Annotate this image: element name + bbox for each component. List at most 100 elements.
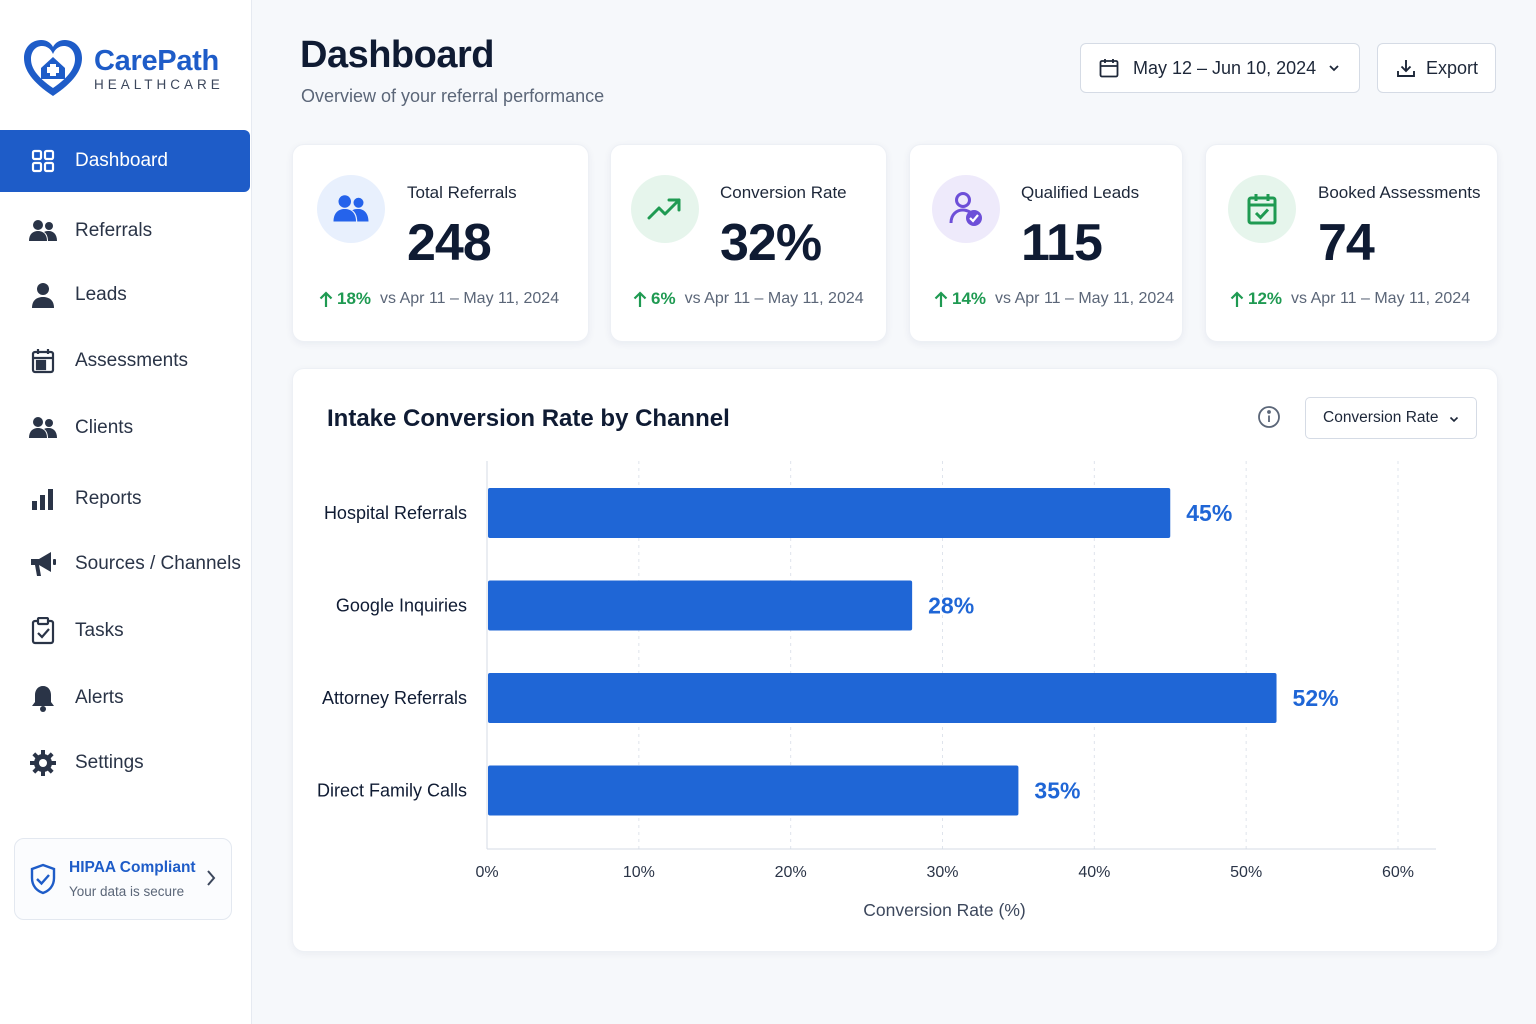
hipaa-title: HIPAA Compliant	[69, 859, 196, 876]
category-label: Hospital Referrals	[324, 503, 467, 523]
metric-select-value: Conversion Rate	[1323, 409, 1439, 426]
stat-value: 74	[1318, 214, 1375, 272]
user-icon	[29, 281, 57, 309]
grid-icon	[29, 147, 57, 175]
calendar-icon	[29, 347, 57, 375]
stat-delta: 14%	[952, 289, 987, 308]
data-label: 52%	[1293, 685, 1339, 711]
chart-title: Intake Conversion Rate by Channel	[327, 405, 730, 432]
stat-label: Booked Assessments	[1318, 183, 1481, 202]
sidebar-item-label: Assessments	[75, 350, 188, 371]
export-button[interactable]: Export	[1377, 43, 1496, 93]
stat-icon-circle	[631, 175, 699, 243]
brand-logo[interactable]: CarePath HEALTHCARE	[22, 38, 224, 100]
sidebar-item-label: Sources / Channels	[75, 553, 241, 574]
sidebar-item-label: Leads	[75, 284, 127, 305]
sidebar-item-tasks[interactable]: Tasks	[0, 600, 250, 662]
sidebar-item-label: Dashboard	[75, 150, 168, 171]
stat-card-conversion-rate: Conversion Rate 32% 6% vs Apr 11 – May 1…	[610, 144, 887, 342]
megaphone-icon	[29, 550, 57, 578]
sidebar-item-label: Alerts	[75, 687, 124, 708]
bar	[488, 765, 1019, 816]
users-icon	[333, 195, 369, 222]
data-label: 35%	[1034, 778, 1080, 804]
sidebar-item-label: Referrals	[75, 220, 153, 241]
bar	[488, 488, 1171, 538]
users-icon	[29, 414, 57, 442]
arrow-up-icon	[934, 290, 948, 307]
sidebar-item-settings[interactable]: Settings	[0, 732, 250, 794]
stat-value: 248	[407, 214, 492, 272]
date-range-picker[interactable]: May 12 – Jun 10, 2024	[1080, 43, 1360, 93]
sidebar-item-clients[interactable]: Clients	[0, 397, 250, 459]
x-axis-title: Conversion Rate (%)	[863, 900, 1025, 920]
user-check-icon	[949, 192, 982, 226]
stat-label: Qualified Leads	[1021, 183, 1140, 202]
sidebar-item-alerts[interactable]: Alerts	[0, 667, 250, 729]
stat-card-qualified-leads: Qualified Leads 115 14% vs Apr 11 – May …	[909, 144, 1183, 342]
bar	[488, 580, 913, 631]
users-icon	[29, 217, 57, 245]
sidebar-item-label: Clients	[75, 417, 134, 438]
trend-up-icon	[647, 198, 681, 220]
date-range-label: May 12 – Jun 10, 2024	[1133, 57, 1317, 78]
gear-icon	[29, 749, 57, 777]
info-icon[interactable]	[1257, 405, 1281, 429]
brand-name: CarePath	[94, 45, 219, 77]
x-tick-label: 50%	[1230, 864, 1262, 881]
shield-check-icon	[30, 863, 56, 895]
data-label: 45%	[1186, 500, 1232, 526]
arrow-up-icon	[633, 290, 647, 307]
stat-compare: vs Apr 11 – May 11, 2024	[1291, 290, 1471, 307]
sidebar-item-label: Tasks	[75, 620, 124, 641]
x-tick-label: 30%	[926, 864, 958, 881]
stat-icon-circle	[317, 175, 385, 243]
x-tick-label: 40%	[1078, 864, 1110, 881]
stat-value: 32%	[720, 214, 822, 272]
calendar-icon	[1099, 59, 1119, 78]
page-subtitle: Overview of your referral performance	[301, 86, 605, 106]
stat-delta: 18%	[337, 289, 372, 308]
stat-card-booked-assessments: Booked Assessments 74 12% vs Apr 11 – Ma…	[1205, 144, 1498, 342]
category-label: Google Inquiries	[336, 596, 467, 616]
category-label: Direct Family Calls	[317, 781, 467, 801]
sidebar-item-reports[interactable]: Reports	[0, 468, 250, 530]
stat-compare: vs Apr 11 – May 11, 2024	[380, 290, 560, 307]
stat-label: Total Referrals	[407, 183, 517, 202]
bar	[488, 673, 1277, 723]
hipaa-subtitle: Your data is secure	[69, 884, 185, 899]
sidebar-item-assessments[interactable]: Assessments	[0, 330, 250, 392]
stat-card-total-referrals: Total Referrals 248 18% vs Apr 11 – May …	[292, 144, 589, 342]
metric-select[interactable]: Conversion Rate	[1305, 397, 1477, 439]
download-icon	[1397, 60, 1415, 77]
calendar-check-icon	[1247, 194, 1277, 225]
stat-label: Conversion Rate	[720, 183, 847, 202]
stat-value: 115	[1021, 214, 1103, 272]
page-title: Dashboard	[300, 34, 494, 76]
brand-subtitle: HEALTHCARE	[94, 77, 224, 92]
sidebar-item-referrals[interactable]: Referrals	[0, 200, 250, 262]
export-label: Export	[1426, 57, 1479, 78]
sidebar-item-dashboard[interactable]: Dashboard	[0, 130, 250, 192]
data-label: 28%	[928, 593, 974, 619]
sidebar-item-sources-channels[interactable]: Sources / Channels	[0, 533, 250, 595]
bar-chart-icon	[29, 485, 57, 513]
sidebar: CarePath HEALTHCARE Dashboard Referrals …	[0, 0, 252, 1024]
x-tick-label: 20%	[775, 864, 807, 881]
x-tick-label: 10%	[623, 864, 655, 881]
sidebar-item-label: Settings	[75, 752, 144, 773]
sidebar-item-leads[interactable]: Leads	[0, 264, 250, 326]
clipboard-check-icon	[29, 617, 57, 645]
x-tick-label: 0%	[475, 864, 498, 881]
bell-icon	[29, 684, 57, 712]
hipaa-compliance-card[interactable]: HIPAA Compliant Your data is secure	[14, 838, 232, 920]
x-tick-label: 60%	[1382, 864, 1414, 881]
stat-compare: vs Apr 11 – May 11, 2024	[995, 290, 1175, 307]
chart-panel: Intake Conversion Rate by Channel Conver…	[292, 368, 1498, 952]
chevron-down-icon	[1449, 416, 1459, 423]
stat-delta: 12%	[1248, 289, 1283, 308]
stat-icon-circle	[1228, 175, 1296, 243]
bar-chart: 0% 10% 20% 30% 40% 50% 60% Hospital Referrals 45…	[317, 461, 1436, 920]
stat-compare: vs Apr 11 – May 11, 2024	[684, 290, 864, 307]
category-label: Attorney Referrals	[322, 688, 467, 708]
